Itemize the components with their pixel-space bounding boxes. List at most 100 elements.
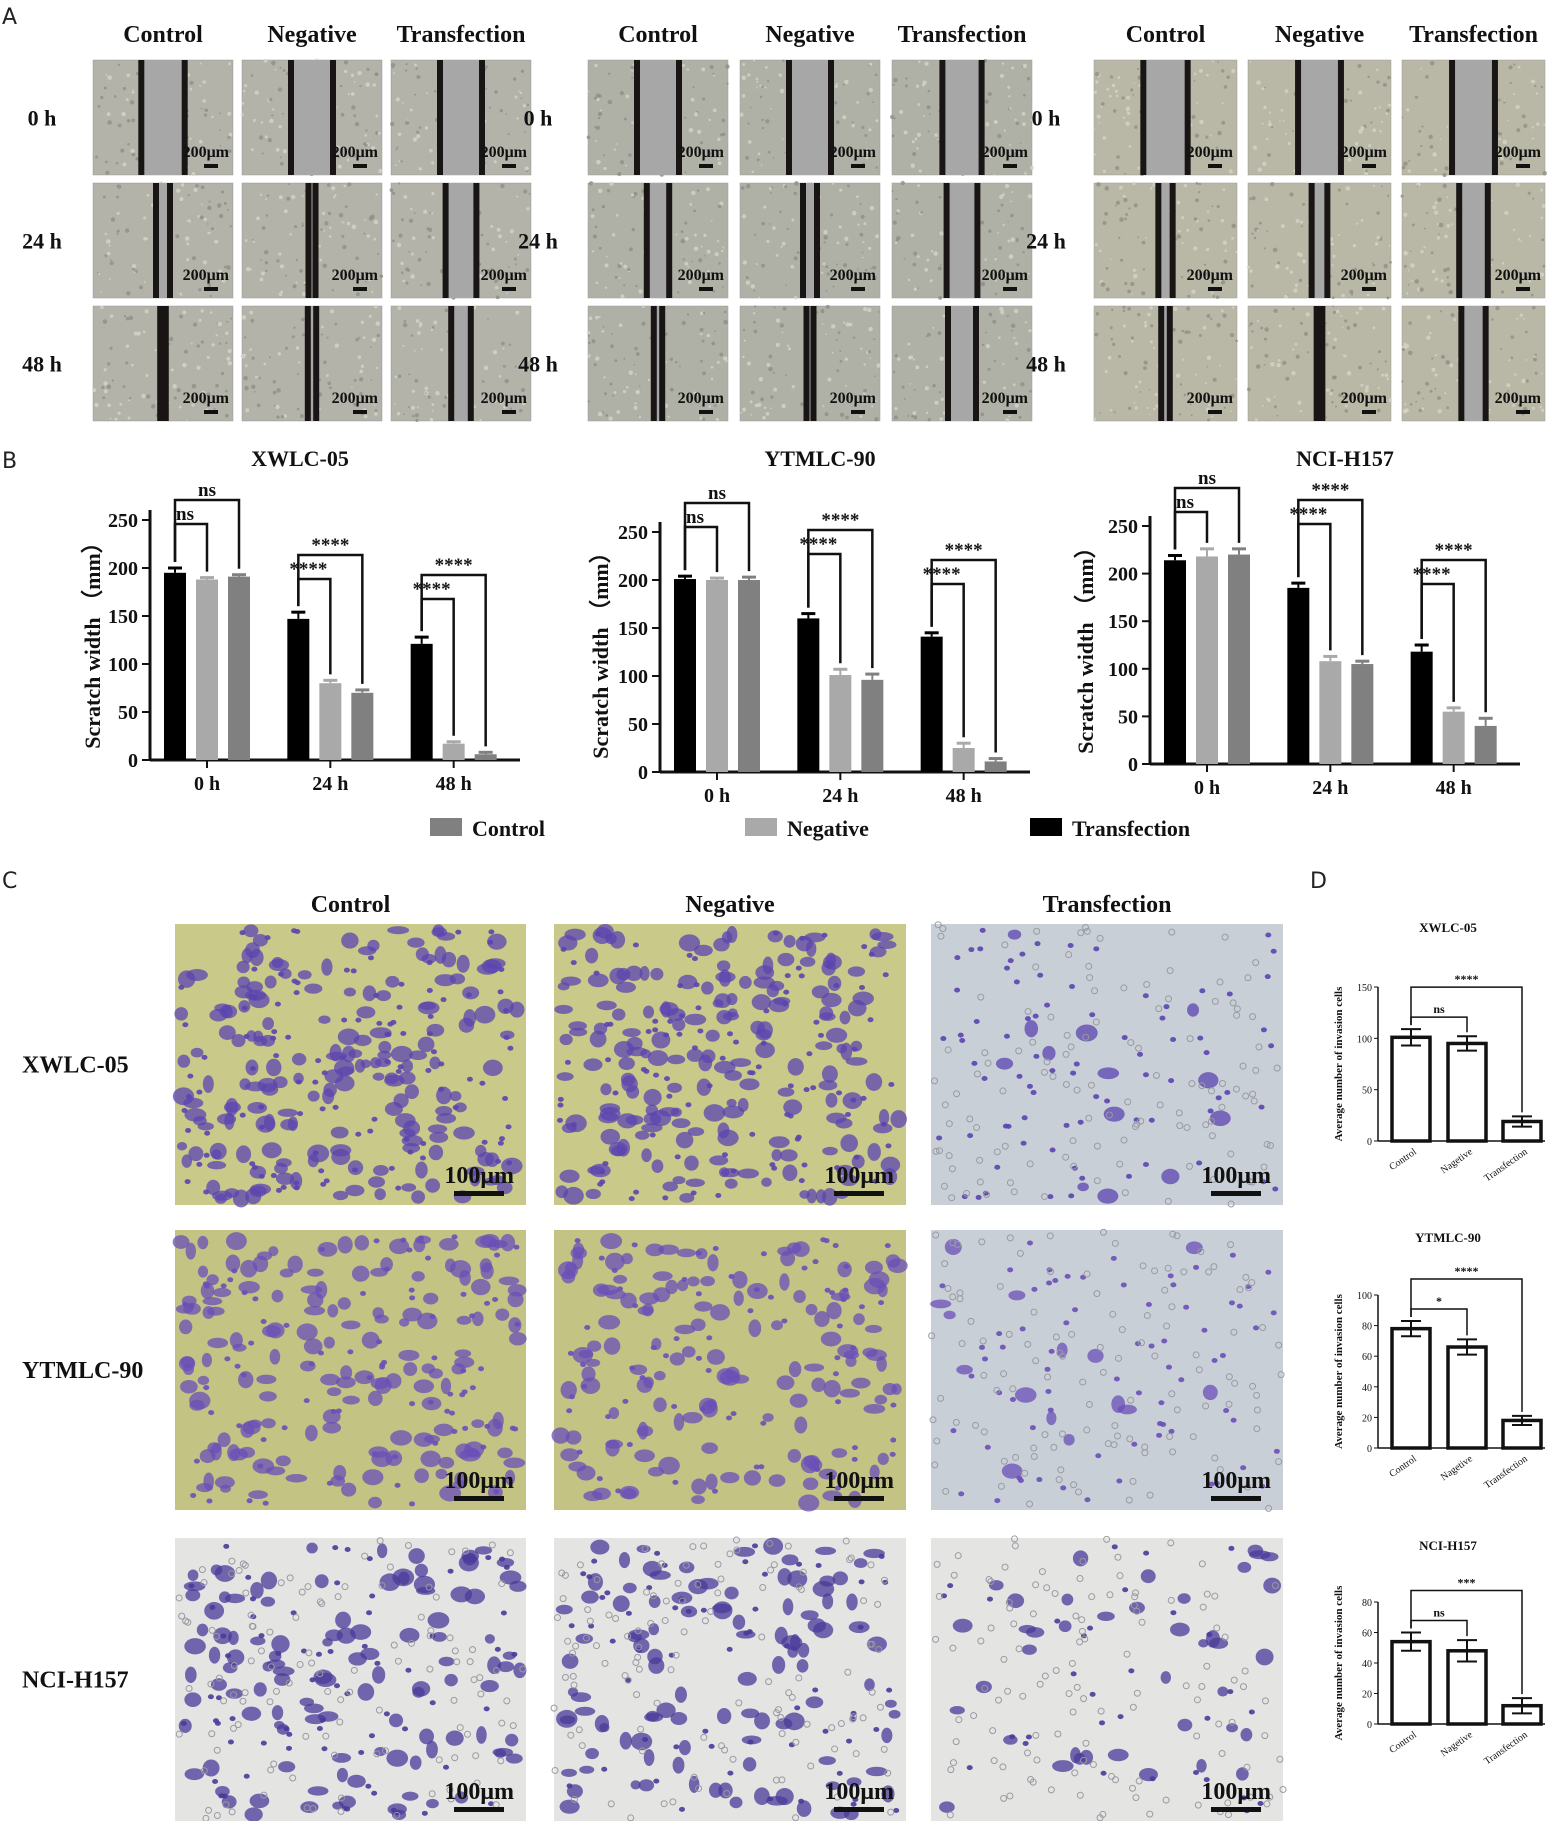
stained-cell [388, 1165, 395, 1171]
scratch-cell-speck [620, 294, 625, 299]
stained-cell [701, 1400, 718, 1418]
scratch-cell-speck [1346, 88, 1349, 90]
stained-cell [1068, 1193, 1075, 1199]
stained-cell [653, 1778, 660, 1784]
scratch-cell-speck [403, 195, 408, 199]
scratch-cell-speck [189, 87, 193, 91]
stained-cell [865, 1349, 887, 1361]
scratch-cell-speck [987, 367, 991, 371]
stained-cell [319, 1106, 326, 1112]
stained-cell [357, 1683, 375, 1701]
scratch-cell-speck [596, 159, 601, 165]
scratch-cell-speck [1387, 103, 1391, 107]
significance-label: ns [198, 480, 216, 501]
scratch-cell-speck [143, 281, 146, 284]
scratch-cell-speck [1027, 272, 1030, 275]
scratch-photo: 200μm [1401, 305, 1546, 422]
scratch-cell-speck [834, 101, 838, 105]
scratch-cell-speck [229, 224, 233, 228]
stained-cell [370, 1057, 382, 1069]
scratch-cell-speck [109, 417, 112, 420]
scratch-cell-speck [718, 262, 721, 265]
stained-cell [370, 1267, 388, 1277]
stained-cell [1156, 1432, 1163, 1438]
scratch-cell-speck [1376, 235, 1381, 240]
scratch-cell-speck [329, 386, 332, 390]
stained-cell [214, 1476, 235, 1489]
scratch-cell-speck [131, 152, 136, 157]
scratch-cell-speck [836, 82, 839, 85]
scratch-cell-speck [900, 180, 905, 186]
scratch-cell-speck [1289, 270, 1294, 274]
stained-cell [361, 1643, 368, 1649]
scratch-cell-speck [930, 250, 934, 253]
stained-cell [621, 1488, 637, 1499]
scratch-gap [1459, 183, 1488, 298]
stained-cell [407, 937, 425, 948]
stained-cell [204, 1130, 211, 1136]
scratch-cell-speck [1187, 330, 1191, 334]
scratch-cell-speck [517, 254, 519, 256]
stained-cell [398, 981, 405, 987]
scratch-cell-speck [595, 125, 601, 131]
scratch-cell-speck [1261, 122, 1264, 125]
scratch-cell-speck [592, 234, 598, 239]
scratch-photo: 200μm [1246, 182, 1392, 300]
scratch-cell-speck [682, 258, 685, 261]
scratch-cell-speck [1010, 237, 1016, 242]
invasion-column-label: Negative [685, 892, 775, 918]
scratch-cell-speck [327, 211, 332, 216]
stained-cell [389, 1238, 410, 1255]
scratch-cell-speck [1210, 317, 1213, 320]
stained-cell [362, 985, 377, 1002]
stained-cell [1193, 1264, 1200, 1270]
stained-cell [378, 1040, 392, 1054]
stained-cell [479, 1080, 486, 1086]
bar [1287, 587, 1310, 764]
stained-cell [751, 1543, 758, 1549]
scratch-cell-speck [1149, 340, 1153, 344]
stained-cell [792, 1241, 810, 1257]
scratch-cell-speck [938, 390, 942, 394]
scratch-cell-speck [1345, 186, 1351, 191]
stained-cell [241, 1706, 262, 1721]
scratch-cell-speck [354, 122, 360, 127]
scratch-cell-speck [1280, 108, 1284, 112]
stained-cell [513, 1244, 520, 1250]
scratch-cell-speck [200, 107, 203, 110]
scratch-cell-speck [1008, 254, 1014, 259]
scratch-cell-speck [1235, 339, 1238, 343]
stained-cell [414, 1563, 428, 1578]
scratch-cell-speck [1262, 404, 1264, 407]
scratch-cell-speck [302, 333, 306, 337]
x-tick-label: 24 h [1312, 777, 1348, 799]
scratch-cell-speck [694, 112, 699, 117]
scratch-cell-speck [742, 328, 746, 332]
stained-cell [795, 965, 802, 971]
stained-cell [206, 1306, 225, 1316]
scratch-cell-speck [426, 227, 430, 231]
scratch-cell-speck [1539, 405, 1542, 409]
scratch-cell-speck [220, 371, 225, 376]
scratch-cell-speck [873, 400, 877, 403]
scratch-cell-speck [1385, 112, 1389, 115]
stained-cell [799, 1190, 810, 1199]
scratch-cell-speck [225, 272, 229, 276]
scratch-cell-speck [1264, 353, 1269, 358]
scratch-cell-speck [178, 405, 182, 409]
scratch-cell-speck [172, 384, 177, 389]
stained-cell [724, 1070, 742, 1081]
scratch-cell-speck [690, 269, 695, 274]
stained-cell [566, 1783, 573, 1789]
scratch-cell-speck [1186, 306, 1191, 311]
scratch-cell-speck [1198, 182, 1202, 186]
scratch-cell-speck [1133, 82, 1136, 85]
scratch-cell-speck [369, 346, 372, 348]
scratch-cell-speck [625, 164, 628, 167]
scratch-cell-speck [613, 390, 617, 394]
scratch-cell-speck [630, 65, 635, 70]
y-tick-label: 50 [1118, 706, 1138, 728]
stained-cell [820, 1237, 827, 1243]
scratch-cell-speck [997, 232, 999, 234]
scratch-cell-speck [1513, 93, 1516, 96]
